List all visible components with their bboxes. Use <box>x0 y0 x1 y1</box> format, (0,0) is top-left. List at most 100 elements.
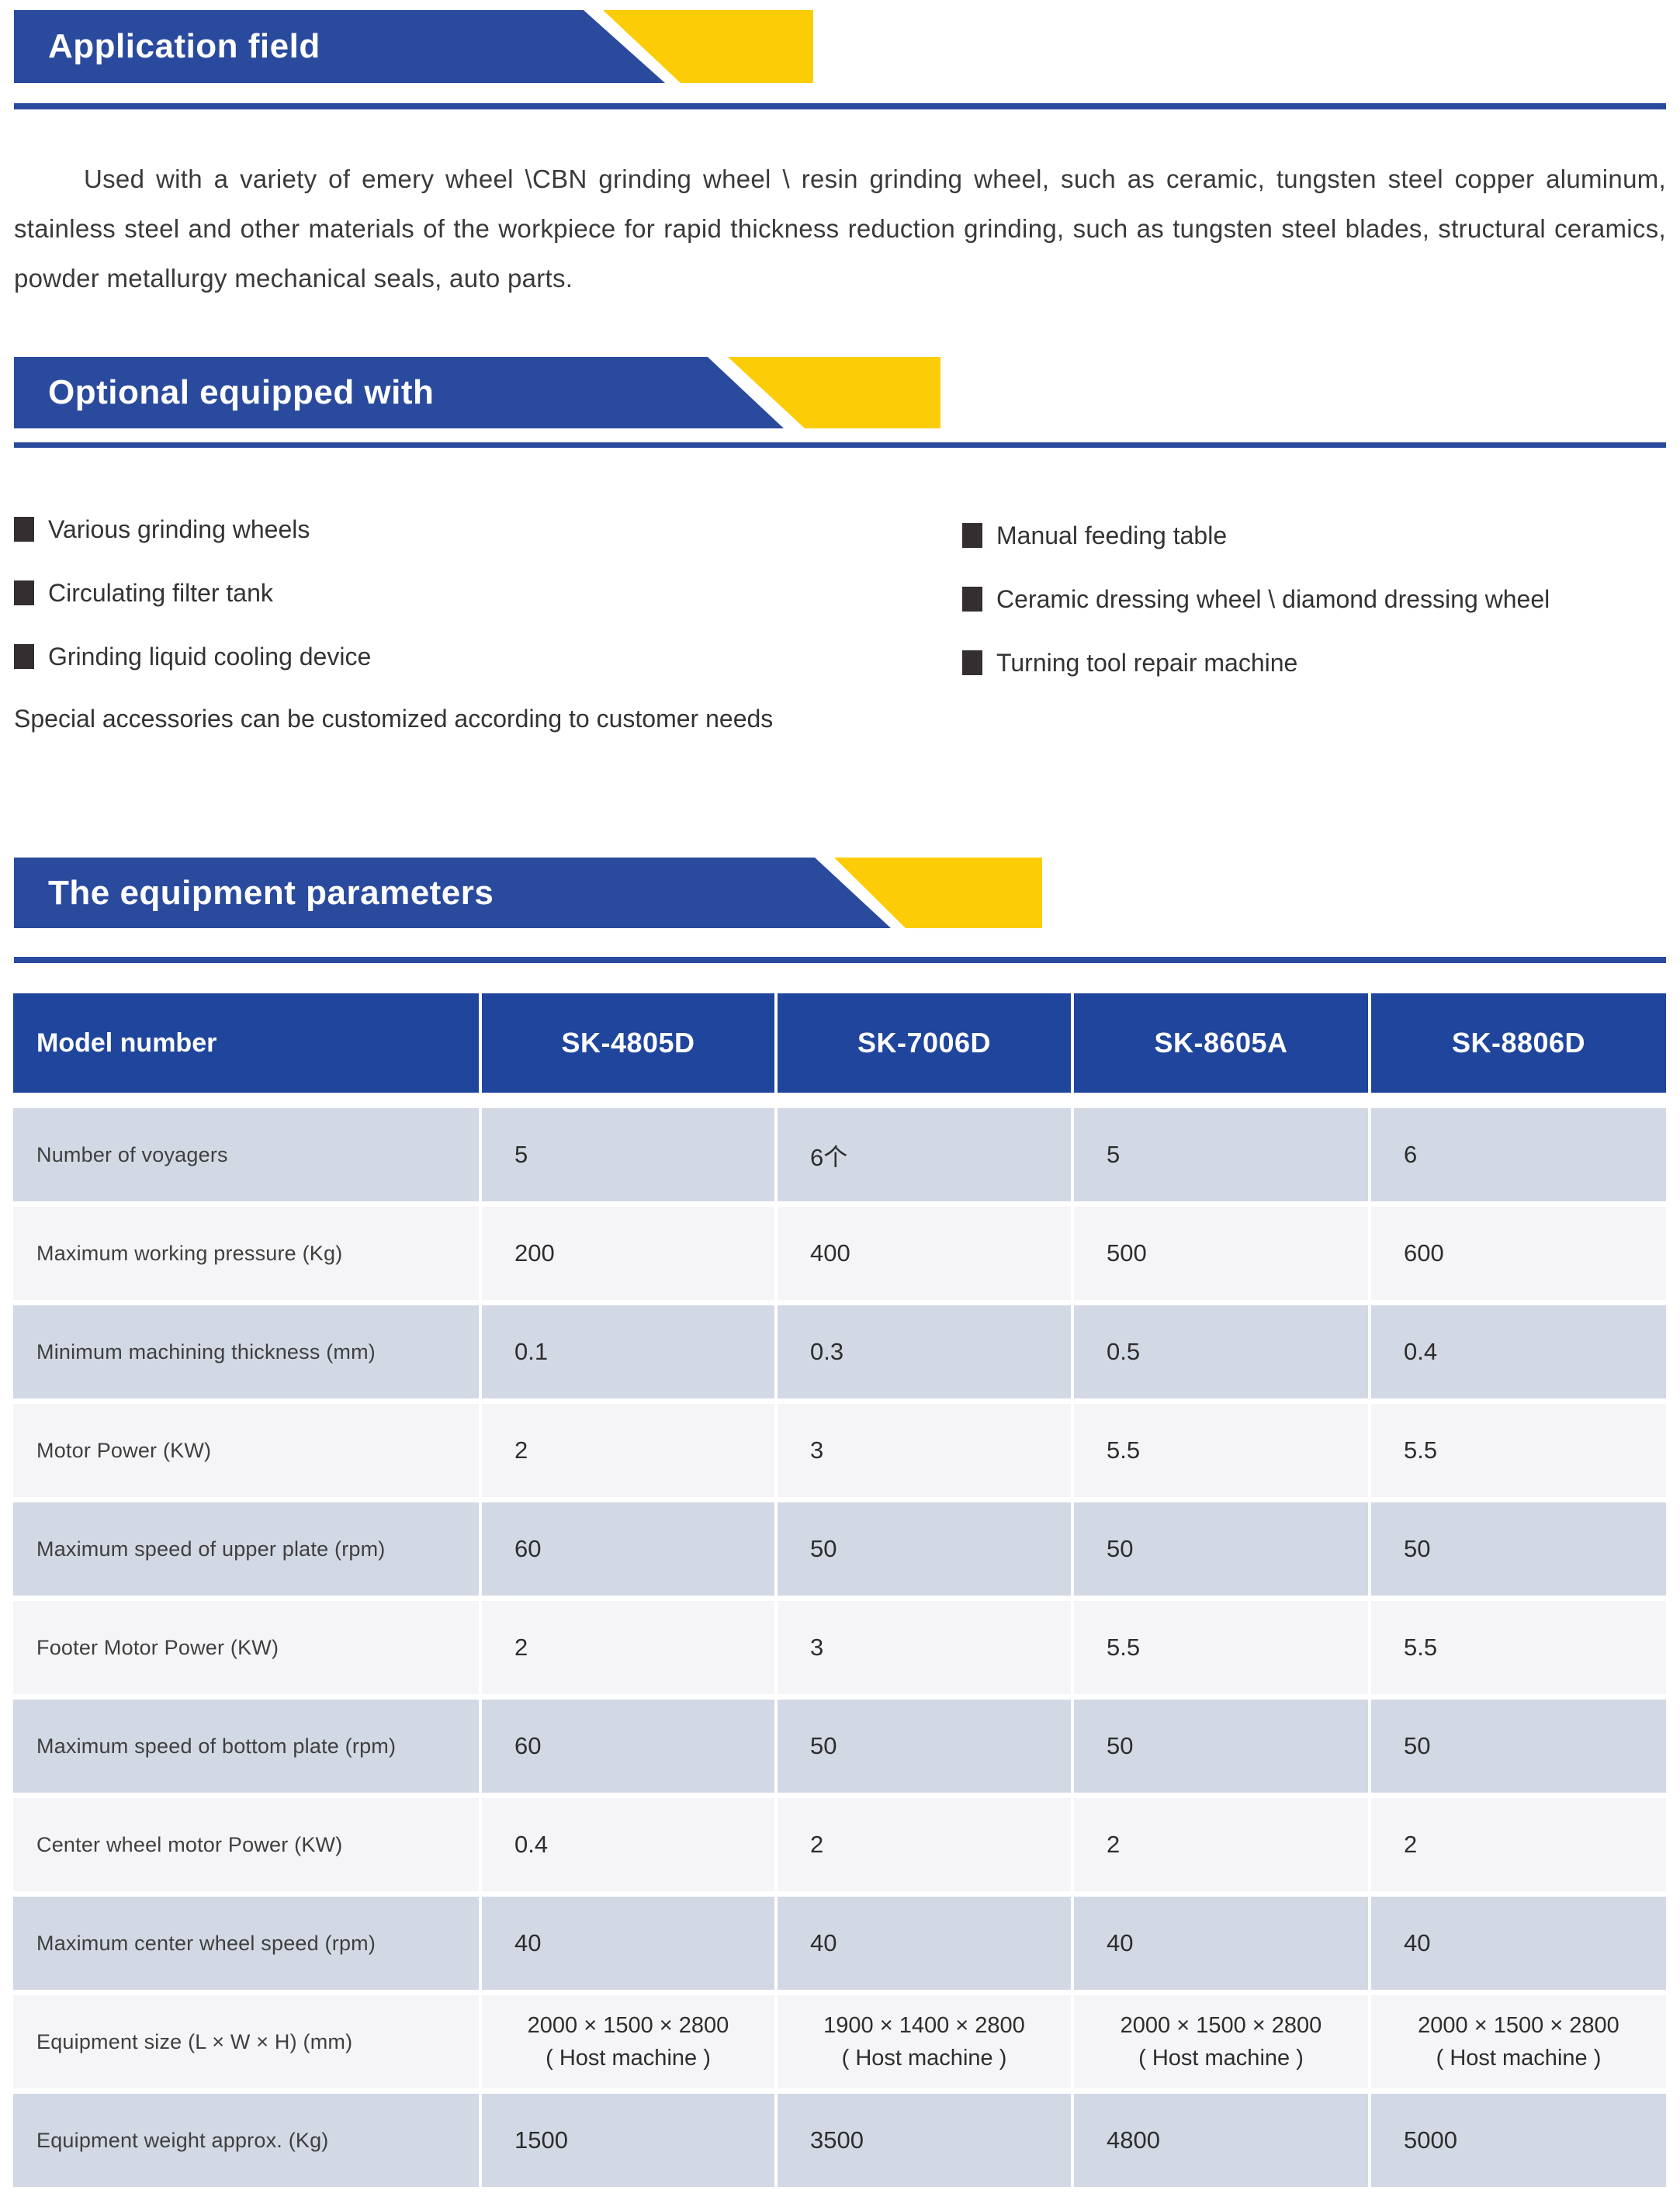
square-bullet-icon <box>962 650 982 675</box>
value-cell: 2000 × 1500 × 2800 ( Host machine ) <box>1074 1995 1368 2088</box>
table-row: Footer Motor Power (KW) 2 3 5.5 5.5 <box>13 1601 1666 1694</box>
row-label-cell: Minimum machining thickness (mm) <box>13 1305 479 1398</box>
table-header-row: Model number SK-4805D SK-7006D SK-8605A … <box>13 993 1666 1093</box>
section-rule <box>14 103 1666 109</box>
row-label-cell: Equipment size (L × W × H) (mm) <box>13 1995 479 2088</box>
value-cell: 60 <box>482 1700 774 1793</box>
parameters-title: The equipment parameters <box>48 873 494 912</box>
value-cell: 0.3 <box>778 1305 1071 1398</box>
value-cell: 50 <box>1371 1502 1666 1596</box>
optional-banner: Optional equipped with <box>14 357 1666 428</box>
table-row: Equipment size (L × W × H) (mm) 2000 × 1… <box>13 1995 1666 2088</box>
row-label-cell: Equipment weight approx. (Kg) <box>13 2094 479 2187</box>
row-label-cell: Maximum speed of upper plate (rpm) <box>13 1502 479 1596</box>
value-cell: 2000 × 1500 × 2800 ( Host machine ) <box>482 1995 774 2088</box>
square-bullet-icon <box>14 580 34 605</box>
table-row: Maximum speed of upper plate (rpm) 60 50… <box>13 1502 1666 1596</box>
table-row: Maximum center wheel speed (rpm) 40 40 4… <box>13 1897 1666 1990</box>
value-cell: 40 <box>1371 1897 1666 1990</box>
list-item: Grinding liquid cooling device <box>14 639 371 674</box>
row-label-cell: Center wheel motor Power (KW) <box>13 1798 479 1891</box>
value-cell: 5.5 <box>1371 1601 1666 1694</box>
row-label-cell: Footer Motor Power (KW) <box>13 1601 479 1694</box>
square-bullet-icon <box>962 587 982 612</box>
optional-title: Optional equipped with <box>48 373 435 411</box>
banner-blue-shape: The equipment parameters <box>14 858 891 928</box>
application-title: Application field <box>48 27 320 65</box>
table-row: Maximum speed of bottom plate (rpm) 60 5… <box>13 1700 1666 1793</box>
value-cell: 400 <box>778 1207 1071 1300</box>
value-cell: 60 <box>482 1502 774 1596</box>
header-cell-sk4805d: SK-4805D <box>482 993 774 1093</box>
value-cell: 1900 × 1400 × 2800 ( Host machine ) <box>778 1995 1071 2088</box>
value-cell: 3 <box>778 1404 1071 1497</box>
value-cell: 5 <box>482 1108 774 1201</box>
table-row: Equipment weight approx. (Kg) 1500 3500 … <box>13 2094 1666 2187</box>
header-cell-model-number: Model number <box>13 993 479 1093</box>
value-cell: 4800 <box>1074 2094 1368 2187</box>
parameters-table: Model number SK-4805D SK-7006D SK-8605A … <box>13 993 1666 2192</box>
list-item: Various grinding wheels <box>14 512 371 546</box>
banner-blue-shape: Application field <box>14 10 665 83</box>
bullet-label: Various grinding wheels <box>48 515 310 543</box>
bullet-label: Circulating filter tank <box>48 578 273 607</box>
bullet-label: Manual feeding table <box>996 521 1228 549</box>
section-rule <box>14 957 1666 963</box>
value-cell: 5.5 <box>1074 1601 1368 1694</box>
row-label-cell: Maximum center wheel speed (rpm) <box>13 1897 479 1990</box>
list-item: Ceramic dressing wheel \ diamond dressin… <box>962 582 1550 616</box>
value-cell: 0.4 <box>1371 1305 1666 1398</box>
value-cell: 50 <box>1074 1502 1368 1596</box>
header-cell-sk8605a: SK-8605A <box>1074 993 1368 1093</box>
value-cell: 50 <box>778 1700 1071 1793</box>
list-item: Turning tool repair machine <box>962 646 1550 680</box>
customization-note: Special accessories can be customized ac… <box>14 705 774 733</box>
row-label-cell: Motor Power (KW) <box>13 1404 479 1497</box>
value-cell: 6 <box>1371 1108 1666 1201</box>
value-cell: 50 <box>1371 1700 1666 1793</box>
application-banner: Application field <box>14 10 1666 83</box>
value-cell: 200 <box>482 1207 774 1300</box>
value-cell: 5 <box>1074 1108 1368 1201</box>
table-row: Maximum working pressure (Kg) 200 400 50… <box>13 1207 1666 1300</box>
header-cell-sk8806d: SK-8806D <box>1371 993 1666 1093</box>
value-cell: 6个 <box>778 1108 1071 1201</box>
value-cell: 0.1 <box>482 1305 774 1398</box>
table-row: Number of voyagers 5 6个 5 6 <box>13 1108 1666 1201</box>
value-cell: 50 <box>1074 1700 1368 1793</box>
value-cell: 2000 × 1500 × 2800 ( Host machine ) <box>1371 1995 1666 2088</box>
table-row: Center wheel motor Power (KW) 0.4 2 2 2 <box>13 1798 1666 1891</box>
bullet-label: Grinding liquid cooling device <box>48 642 372 671</box>
value-cell: 2 <box>482 1404 774 1497</box>
value-cell: 40 <box>482 1897 774 1990</box>
value-cell: 40 <box>778 1897 1071 1990</box>
application-paragraph: Used with a variety of emery wheel \CBN … <box>14 165 1666 293</box>
value-cell: 1500 <box>482 2094 774 2187</box>
value-cell: 2 <box>482 1601 774 1694</box>
banner-blue-shape: Optional equipped with <box>14 357 784 428</box>
value-cell: 600 <box>1371 1207 1666 1300</box>
row-label-cell: Maximum speed of bottom plate (rpm) <box>13 1700 479 1793</box>
value-cell: 500 <box>1074 1207 1368 1300</box>
value-cell: 5000 <box>1371 2094 1666 2187</box>
bullet-label: Ceramic dressing wheel \ diamond dressin… <box>996 584 1550 613</box>
parameters-banner: The equipment parameters <box>14 858 1666 928</box>
value-cell: 3500 <box>778 2094 1071 2187</box>
table-row: Motor Power (KW) 2 3 5.5 5.5 <box>13 1404 1666 1497</box>
value-cell: 2 <box>1371 1798 1666 1891</box>
value-cell: 2 <box>1074 1798 1368 1891</box>
value-cell: 3 <box>778 1601 1071 1694</box>
bullet-label: Turning tool repair machine <box>996 648 1298 677</box>
row-label-cell: Number of voyagers <box>13 1108 479 1201</box>
value-cell: 2 <box>778 1798 1071 1891</box>
square-bullet-icon <box>962 523 982 548</box>
square-bullet-icon <box>14 644 34 669</box>
row-label-cell: Maximum working pressure (Kg) <box>13 1207 479 1300</box>
value-cell: 40 <box>1074 1897 1368 1990</box>
table-row: Minimum machining thickness (mm) 0.1 0.3… <box>13 1305 1666 1398</box>
value-cell: 0.5 <box>1074 1305 1368 1398</box>
optional-right-column: Manual feeding table Ceramic dressing wh… <box>962 518 1550 709</box>
value-cell: 5.5 <box>1371 1404 1666 1497</box>
value-cell: 50 <box>778 1502 1071 1596</box>
